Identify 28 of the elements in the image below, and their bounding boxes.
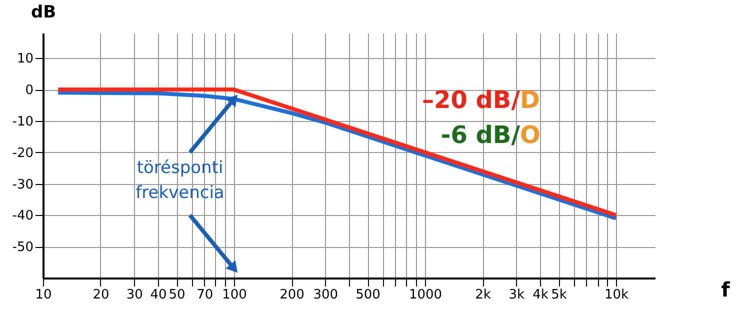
x-tick-label: 10 — [35, 288, 52, 302]
annotation: törésponti frekvencia — [136, 158, 224, 204]
x-tick-label: 70 — [196, 288, 214, 302]
x-tick-label: 10k — [604, 288, 630, 302]
x-tick-label: 40 — [150, 288, 167, 302]
x-tick-label: 1000 — [408, 288, 442, 302]
x-tick-label: 100 — [222, 288, 247, 302]
y-tick-label: -20 — [12, 146, 34, 161]
y-tick-label: -30 — [12, 177, 34, 192]
annotation: -6 dB/O — [440, 121, 540, 149]
x-tick-label: 5k — [551, 288, 568, 302]
x-tick-label: 20 — [92, 288, 110, 302]
x-tick-label: 300 — [313, 288, 338, 302]
x-tick-label: 2k — [475, 288, 492, 302]
y-tick-label: -10 — [12, 114, 34, 130]
x-tick-label: 500 — [356, 288, 380, 302]
x-tick-label: 50 — [168, 288, 186, 302]
x-tick-label: 30 — [126, 288, 143, 302]
y-tick-label: -40 — [12, 208, 34, 224]
y-tick-label: -50 — [12, 240, 34, 256]
y-axis-title: dB — [30, 2, 56, 22]
y-tick-label: 10 — [16, 52, 34, 67]
y-tick-label: 0 — [25, 83, 34, 98]
x-tick-label: 4k — [532, 288, 549, 302]
annotation: –20 dB/D — [422, 86, 540, 114]
x-tick-label: 200 — [280, 288, 304, 302]
x-axis-title: f — [721, 278, 730, 302]
x-tick-label: 3k — [508, 288, 526, 302]
